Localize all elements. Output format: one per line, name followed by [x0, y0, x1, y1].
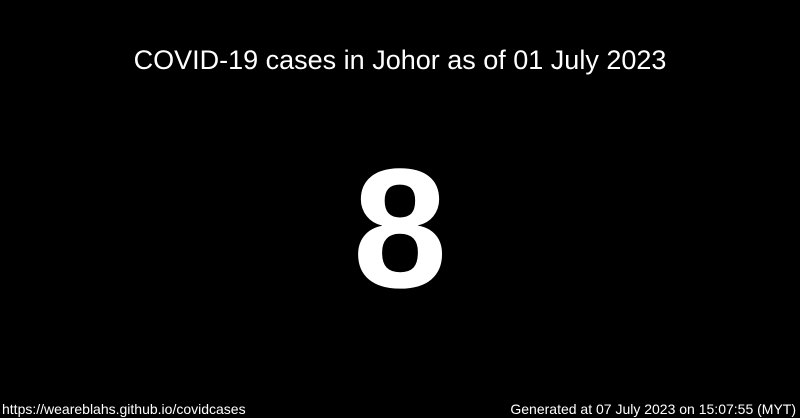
case-count-value: 8: [352, 134, 448, 324]
source-url: https://weareblahs.github.io/covidcases: [2, 401, 246, 417]
generated-timestamp: Generated at 07 July 2023 on 15:07:55 (M…: [510, 401, 796, 417]
page-title: COVID-19 cases in Johor as of 01 July 20…: [133, 45, 667, 75]
